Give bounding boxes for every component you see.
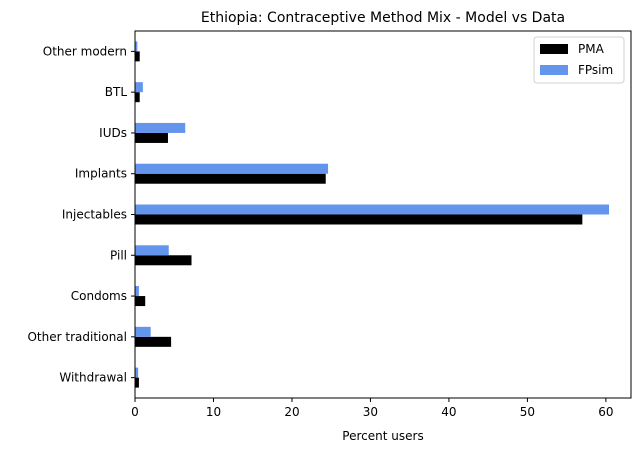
x-tick-label: 0: [131, 405, 139, 419]
y-tick-label: Other modern: [43, 44, 127, 58]
bar-pma: [135, 296, 146, 307]
x-tick-label: 20: [284, 405, 299, 419]
legend-swatch-fpsim: [540, 65, 568, 75]
plot-frame: [134, 30, 632, 399]
bar-fpsim: [135, 367, 139, 378]
y-tick-label: Injectables: [62, 208, 127, 222]
bar-fpsim: [135, 41, 138, 52]
y-tick-label: Other traditional: [27, 330, 127, 344]
legend-label-fpsim: FPsim: [578, 63, 613, 77]
bar-pma: [135, 336, 172, 347]
bar-pma: [135, 214, 583, 225]
bar-fpsim: [135, 245, 169, 256]
x-axis-label: Percent users: [342, 429, 423, 443]
x-axis: 0 10 20 30 40 50 60: [131, 398, 614, 419]
y-axis: Withdrawal Other traditional Condoms Pill In…: [27, 44, 135, 385]
x-tick-label: 60: [598, 405, 613, 419]
legend-swatch-pma: [540, 44, 568, 54]
y-tick-label: Condoms: [71, 289, 127, 303]
y-tick-label: Pill: [110, 248, 127, 262]
bar-pma: [135, 255, 192, 266]
x-tick-label: 40: [441, 405, 456, 419]
bar-pma: [135, 51, 140, 62]
x-tick-label: 30: [363, 405, 378, 419]
bar-pma: [135, 92, 140, 103]
chart-title: Ethiopia: Contraceptive Method Mix - Mod…: [201, 10, 565, 26]
bar-fpsim: [135, 286, 139, 297]
bar-pma: [135, 132, 168, 143]
bar-fpsim: [135, 204, 610, 215]
legend: PMA FPsim: [533, 36, 625, 84]
bar-fpsim: [135, 122, 186, 133]
y-tick-label: IUDs: [99, 126, 127, 140]
y-tick-label: Implants: [75, 167, 127, 181]
legend-label-pma: PMA: [578, 42, 605, 56]
x-tick-label: 50: [520, 405, 535, 419]
x-tick-label: 10: [206, 405, 221, 419]
bar-fpsim: [135, 326, 151, 337]
y-tick-label: BTL: [105, 85, 128, 99]
bar-pma: [135, 173, 326, 184]
y-tick-label: Withdrawal: [59, 371, 127, 385]
bar-fpsim: [135, 163, 329, 174]
bar-pma: [135, 377, 139, 388]
bars-group: [135, 41, 610, 388]
bar-fpsim: [135, 82, 143, 93]
